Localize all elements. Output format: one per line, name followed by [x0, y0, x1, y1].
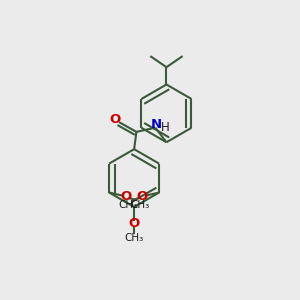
- Text: CH₃: CH₃: [118, 200, 138, 210]
- Text: N: N: [151, 118, 162, 131]
- Text: H: H: [161, 121, 170, 134]
- Text: O: O: [109, 113, 121, 126]
- Text: CH₃: CH₃: [124, 233, 144, 243]
- Text: O: O: [120, 190, 131, 203]
- Text: CH₃: CH₃: [131, 200, 150, 210]
- Text: O: O: [128, 217, 140, 230]
- Text: O: O: [137, 190, 148, 203]
